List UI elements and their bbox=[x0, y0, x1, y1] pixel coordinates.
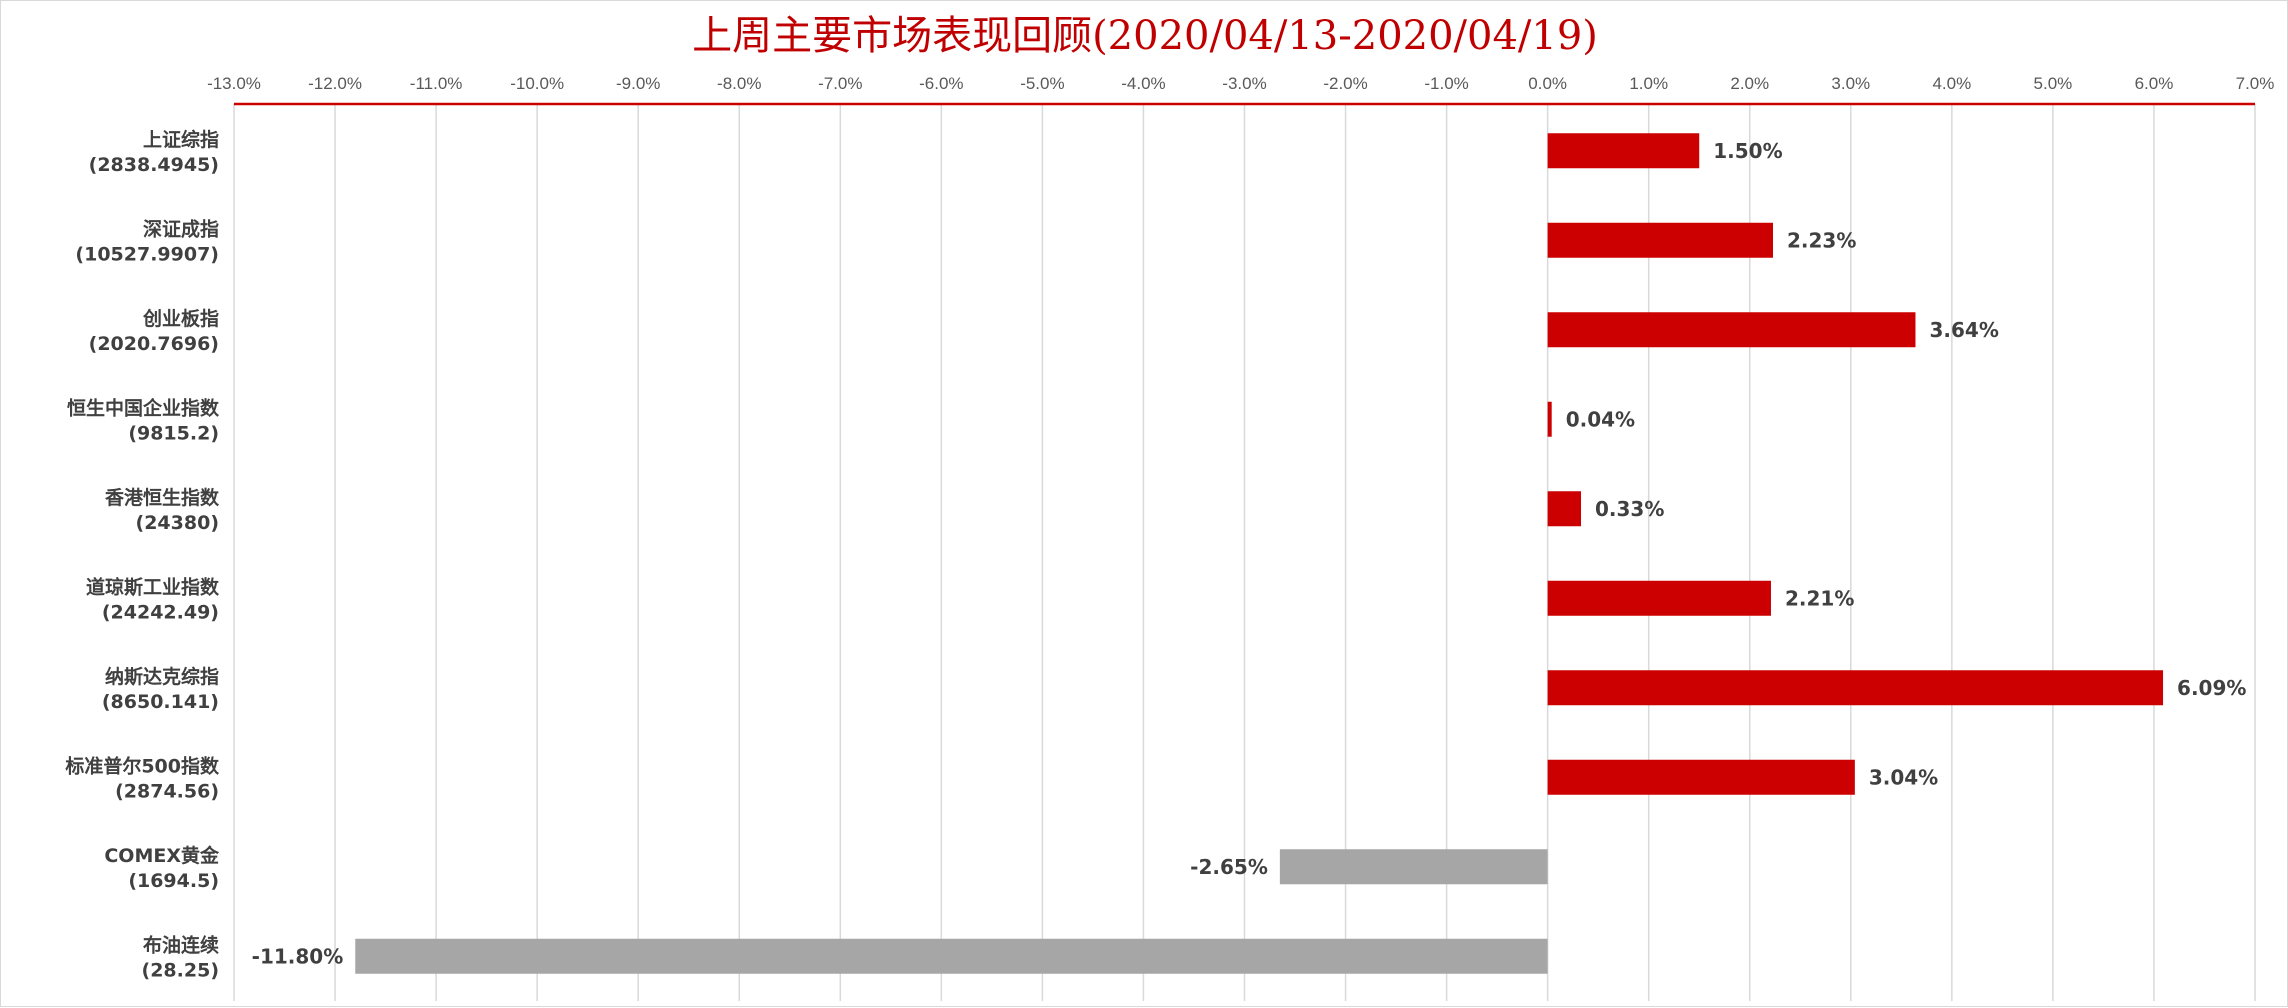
category-labels: 上证综指 (2838.4945) 深证成指 (10527.9907) 创业板指 (2020… bbox=[65, 128, 220, 982]
category-name: 香港恒生指数 bbox=[104, 486, 220, 509]
x-tick-label: -8.0% bbox=[717, 74, 761, 93]
category-name: 标准普尔500指数 bbox=[65, 754, 220, 777]
bar bbox=[1547, 222, 1773, 258]
category-value: (28.25) bbox=[142, 959, 219, 981]
category-value: (9815.2) bbox=[128, 422, 219, 444]
bar bbox=[1547, 759, 1855, 795]
category-name: 深证成指 bbox=[143, 217, 219, 240]
category-name: 布油连续 bbox=[143, 933, 219, 956]
bar bbox=[1547, 491, 1581, 527]
x-axis-ticks: -13.0% -12.0% -11.0% -10.0% -9.0% -8.0% -7.0% -… bbox=[207, 74, 2274, 93]
x-tick-label: 2.0% bbox=[1730, 74, 1769, 93]
x-tick-label: 4.0% bbox=[1932, 74, 1971, 93]
data-label: 0.04% bbox=[1566, 407, 1635, 431]
x-tick-label: 7.0% bbox=[2236, 74, 2275, 93]
data-label: 2.23% bbox=[1787, 228, 1856, 252]
x-tick-label: -5.0% bbox=[1020, 74, 1064, 93]
x-tick-label: 5.0% bbox=[2034, 74, 2073, 93]
category-value: (10527.9907) bbox=[75, 243, 219, 265]
x-tick-label: 6.0% bbox=[2135, 74, 2174, 93]
x-tick-label: -4.0% bbox=[1121, 74, 1165, 93]
category-value: (24242.49) bbox=[102, 601, 219, 623]
x-tick-label: 1.0% bbox=[1629, 74, 1668, 93]
category-name: 纳斯达克综指 bbox=[105, 665, 219, 688]
category-value: (8650.141) bbox=[102, 691, 219, 713]
data-label: 6.09% bbox=[2177, 676, 2246, 700]
x-tick-label: -13.0% bbox=[207, 74, 261, 93]
bar bbox=[1547, 670, 2164, 706]
bar bbox=[355, 938, 1548, 974]
category-name: 创业板指 bbox=[142, 307, 219, 330]
data-label: 3.04% bbox=[1869, 765, 1938, 789]
bar bbox=[1547, 580, 1771, 616]
x-tick-label: -11.0% bbox=[410, 74, 463, 93]
data-label: -11.80% bbox=[252, 944, 344, 968]
category-value: (2020.7696) bbox=[89, 333, 219, 355]
x-tick-label: -9.0% bbox=[616, 74, 660, 93]
data-label: 2.21% bbox=[1785, 586, 1854, 610]
category-name: COMEX黄金 bbox=[104, 844, 220, 867]
category-value: (24380) bbox=[136, 512, 219, 534]
chart-title: 上周主要市场表现回顾(2020/04/13-2020/04/19) bbox=[692, 13, 1598, 59]
bars bbox=[355, 133, 2164, 974]
data-label: 0.33% bbox=[1595, 497, 1664, 521]
x-tick-label: 0.0% bbox=[1528, 74, 1567, 93]
bar bbox=[1279, 849, 1548, 885]
x-tick-label: -7.0% bbox=[818, 74, 862, 93]
category-value: (2838.4945) bbox=[89, 154, 219, 176]
category-name: 恒生中国企业指数 bbox=[67, 396, 220, 419]
category-value: (2874.56) bbox=[115, 780, 219, 802]
data-labels: 1.50% 2.23% 3.64% 0.04% 0.33% 2.21% 6.09% 3.04%… bbox=[252, 139, 2247, 969]
category-name: 上证综指 bbox=[143, 128, 219, 151]
x-tick-label: -3.0% bbox=[1222, 74, 1266, 93]
category-value: (1694.5) bbox=[128, 870, 219, 892]
x-tick-label: -10.0% bbox=[510, 74, 564, 93]
bar bbox=[1547, 133, 1700, 169]
data-label: 3.64% bbox=[1929, 318, 1998, 342]
bar bbox=[1547, 401, 1552, 437]
x-tick-label: -12.0% bbox=[308, 74, 362, 93]
x-tick-label: -2.0% bbox=[1323, 74, 1367, 93]
bar bbox=[1547, 312, 1916, 348]
x-tick-label: -1.0% bbox=[1424, 74, 1468, 93]
x-tick-label: -6.0% bbox=[919, 74, 963, 93]
data-label: 1.50% bbox=[1713, 139, 1782, 163]
data-label: -2.65% bbox=[1190, 855, 1268, 879]
x-tick-label: 3.0% bbox=[1831, 74, 1870, 93]
category-name: 道琼斯工业指数 bbox=[86, 575, 220, 598]
